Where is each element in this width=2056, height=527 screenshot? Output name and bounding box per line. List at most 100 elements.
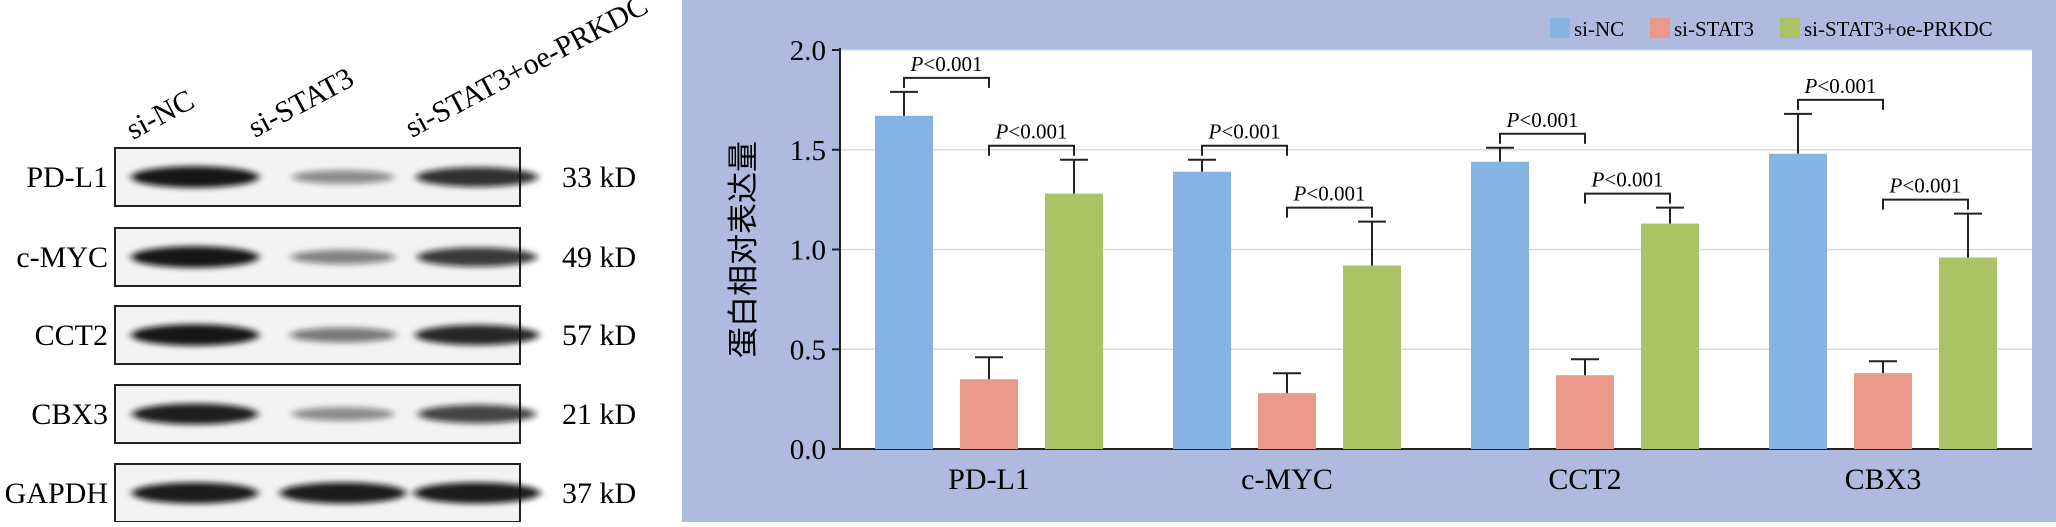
bar <box>1173 171 1231 449</box>
y-tick-label: 1.0 <box>790 235 826 267</box>
protein-label: CCT2 <box>35 319 108 352</box>
bar-chart: 0.0 0.5 1.0 1.5 2.0 蛋白相对表达量 PD-L1 c-MYC CCT2 CBX3… <box>682 0 2056 522</box>
significance-bracket <box>1201 144 1288 156</box>
significance-annotation: P<0.001 <box>1201 120 1288 156</box>
protein-label: c-MYC <box>16 241 108 274</box>
significance-bracket <box>1286 206 1373 218</box>
bar <box>1769 153 1827 450</box>
y-tick-label: 0.5 <box>790 334 826 366</box>
protein-band <box>292 407 394 421</box>
protein-band <box>415 324 539 346</box>
p-symbol: P <box>995 120 1009 144</box>
x-tick-label: CCT2 <box>1548 463 1621 496</box>
bar <box>1641 223 1699 449</box>
significance-bracket <box>1584 192 1671 204</box>
protein-band <box>131 482 259 504</box>
legend-label: si-STAT3+oe-PRKDC <box>1804 17 1993 41</box>
bar <box>1556 375 1614 449</box>
significance-bracket <box>903 76 990 88</box>
p-symbol: P <box>1293 182 1307 206</box>
molecular-weight-label: 49 kD <box>562 241 636 274</box>
p-value-label: P<0.001 <box>910 52 983 76</box>
significance-annotation: P<0.001 <box>988 120 1075 156</box>
significance-annotation: P<0.001 <box>1499 108 1586 144</box>
protein-band <box>413 482 541 504</box>
p-threshold: <0.001 <box>1902 174 1961 198</box>
p-threshold: <0.001 <box>1519 108 1578 132</box>
bar <box>960 379 1018 449</box>
bar <box>1343 265 1401 449</box>
p-value-label: P<0.001 <box>1591 168 1664 192</box>
protein-band <box>131 246 259 268</box>
molecular-weight-label: 57 kD <box>562 319 636 352</box>
p-value-label: P<0.001 <box>1506 108 1579 132</box>
p-threshold: <0.001 <box>1221 120 1280 144</box>
bar <box>1854 373 1912 449</box>
lane-label: si-NC <box>121 83 200 146</box>
x-tick-label: CBX3 <box>1845 463 1922 496</box>
y-tick-label: 0.0 <box>790 434 826 466</box>
protein-band <box>132 403 258 425</box>
protein-band <box>131 166 259 188</box>
legend-label: si-STAT3 <box>1674 17 1754 41</box>
p-symbol: P <box>1506 108 1520 132</box>
bar <box>1258 393 1316 449</box>
lane-label: si-STAT3 <box>243 61 359 144</box>
p-value-label: P<0.001 <box>1293 182 1366 206</box>
p-threshold: <0.001 <box>1306 182 1365 206</box>
significance-annotation: P<0.001 <box>1286 182 1373 218</box>
protein-band <box>417 247 537 267</box>
p-threshold: <0.001 <box>1604 168 1663 192</box>
p-value-label: P<0.001 <box>1804 74 1877 98</box>
lane-label: si-STAT3+oe-PRKDC <box>400 0 653 144</box>
x-tick-label: c-MYC <box>1241 463 1333 496</box>
protein-band <box>416 167 538 187</box>
protein-label: PD-L1 <box>26 161 108 194</box>
legend-swatch <box>1550 18 1570 38</box>
x-tick-label: PD-L1 <box>948 463 1030 496</box>
protein-label: CBX3 <box>31 398 108 431</box>
p-symbol: P <box>1208 120 1222 144</box>
molecular-weight-label: 21 kD <box>562 398 636 431</box>
protein-band <box>279 482 407 504</box>
significance-annotation: P<0.001 <box>903 52 990 88</box>
protein-band <box>291 249 395 265</box>
protein-band <box>131 324 259 346</box>
p-symbol: P <box>1591 168 1605 192</box>
legend-item: si-STAT3+oe-PRKDC <box>1780 17 1993 41</box>
p-symbol: P <box>1889 174 1903 198</box>
p-symbol: P <box>910 52 924 76</box>
p-threshold: <0.001 <box>1008 120 1067 144</box>
p-threshold: <0.001 <box>923 52 982 76</box>
protein-band <box>418 404 536 424</box>
significance-bracket <box>1797 98 1884 110</box>
significance-bracket <box>1499 132 1586 144</box>
bar-chart-panel: 0.0 0.5 1.0 1.5 2.0 蛋白相对表达量 PD-L1 c-MYC CCT2 CBX3… <box>682 0 2056 522</box>
p-value-label: P<0.001 <box>995 120 1068 144</box>
legend-item: si-STAT3 <box>1650 17 1754 41</box>
protein-band <box>292 170 394 184</box>
y-tick-label: 1.5 <box>790 135 826 167</box>
legend-swatch <box>1650 18 1670 38</box>
protein-label: GAPDH <box>5 477 108 510</box>
y-tick-label: 2.0 <box>790 35 826 67</box>
legend-swatch <box>1780 18 1800 38</box>
bar <box>1045 193 1103 449</box>
legend: si-NC si-STAT3 si-STAT3+oe-PRKDC <box>1550 17 1993 41</box>
p-value-label: P<0.001 <box>1208 120 1281 144</box>
p-threshold: <0.001 <box>1817 74 1876 98</box>
significance-annotation: P<0.001 <box>1882 174 1969 210</box>
molecular-weight-label: 33 kD <box>562 161 636 194</box>
p-value-label: P<0.001 <box>1889 174 1962 198</box>
bar <box>875 115 933 450</box>
significance-annotation: P<0.001 <box>1797 74 1884 110</box>
legend-label: si-NC <box>1574 17 1624 41</box>
western-blot-panel: si-NC si-STAT3 si-STAT3+oe-PRKDC PD-L1 33 kD… <box>0 0 680 523</box>
western-blot-figure: si-NC si-STAT3 si-STAT3+oe-PRKDC PD-L1 33 kD… <box>5 0 653 523</box>
protein-band <box>290 327 396 343</box>
bar <box>1939 257 1997 449</box>
significance-bracket <box>988 144 1075 156</box>
bar <box>1471 161 1529 449</box>
molecular-weight-label: 37 kD <box>562 477 636 510</box>
p-symbol: P <box>1804 74 1818 98</box>
